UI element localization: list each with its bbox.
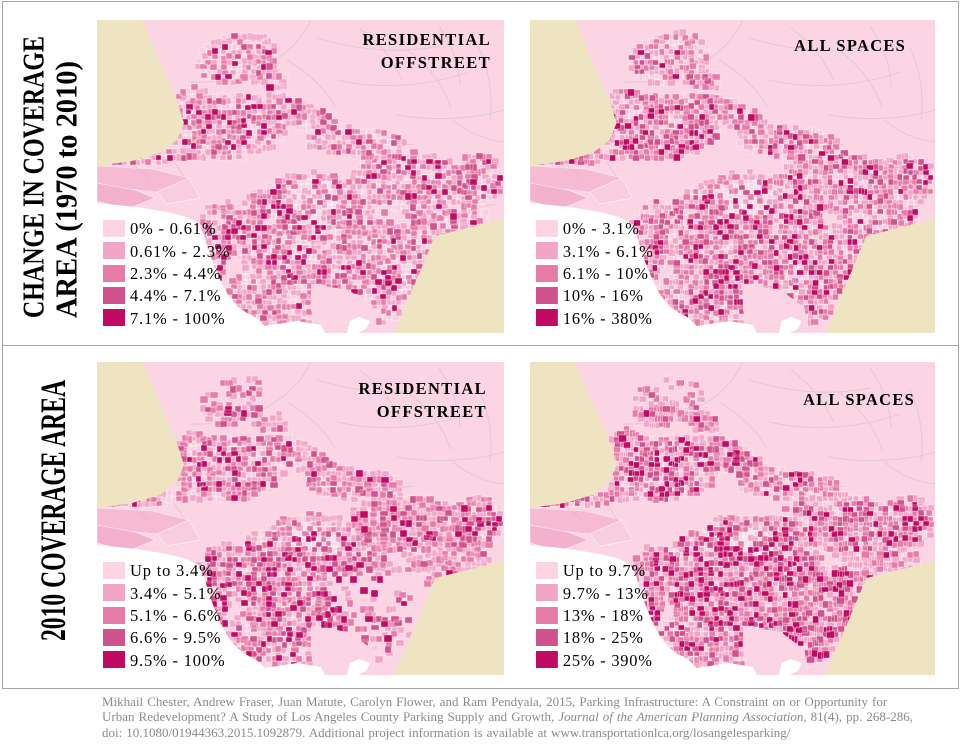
- svg-text:ALL SPACES: ALL SPACES: [803, 390, 915, 409]
- svg-text:5.1% - 6.6%: 5.1% - 6.6%: [130, 606, 221, 625]
- svg-text:6.6% - 9.5%: 6.6% - 9.5%: [130, 628, 221, 647]
- svg-text:4.4% - 7.1%: 4.4% - 7.1%: [130, 286, 221, 305]
- svg-text:0% - 3.1%: 0% - 3.1%: [563, 219, 640, 238]
- svg-text:RESIDENTIAL: RESIDENTIAL: [358, 379, 487, 398]
- svg-text:0.61% - 2.3%: 0.61% - 2.3%: [130, 242, 230, 261]
- svg-text:Up to 9.7%: Up to 9.7%: [563, 561, 646, 580]
- svg-text:2010 COVERAGE AREA: 2010 COVERAGE AREA: [33, 380, 73, 641]
- svg-text:3.4% - 5.1%: 3.4% - 5.1%: [130, 584, 221, 603]
- svg-text:6.1% - 10%: 6.1% - 10%: [563, 264, 649, 283]
- svg-text:9.5% - 100%: 9.5% - 100%: [130, 651, 225, 670]
- svg-text:CHANGE IN COVERAGE: CHANGE IN COVERAGE: [17, 36, 51, 318]
- svg-text:RESIDENTIAL: RESIDENTIAL: [362, 30, 491, 49]
- svg-text:7.1% - 100%: 7.1% - 100%: [130, 309, 225, 328]
- svg-text:13% - 18%: 13% - 18%: [563, 606, 644, 625]
- svg-text:3.1% - 6.1%: 3.1% - 6.1%: [563, 242, 654, 261]
- svg-text:Up to 3.4%: Up to 3.4%: [130, 561, 214, 580]
- svg-text:OFFSTREET: OFFSTREET: [381, 53, 491, 72]
- svg-text:16% - 380%: 16% - 380%: [563, 309, 653, 328]
- svg-text:ALL SPACES: ALL SPACES: [794, 36, 906, 55]
- svg-text:OFFSTREET: OFFSTREET: [377, 402, 487, 421]
- svg-text:9.7% - 13%: 9.7% - 13%: [563, 584, 649, 603]
- svg-text:10% - 16%: 10% - 16%: [563, 286, 644, 305]
- svg-text:2.3% - 4.4%: 2.3% - 4.4%: [130, 264, 221, 283]
- svg-text:AREA (1970 to 2010): AREA (1970 to 2010): [50, 61, 84, 318]
- svg-text:18% - 25%: 18% - 25%: [563, 628, 644, 647]
- svg-text:0% - 0.61%: 0% - 0.61%: [130, 219, 216, 238]
- svg-text:25% - 390%: 25% - 390%: [563, 651, 653, 670]
